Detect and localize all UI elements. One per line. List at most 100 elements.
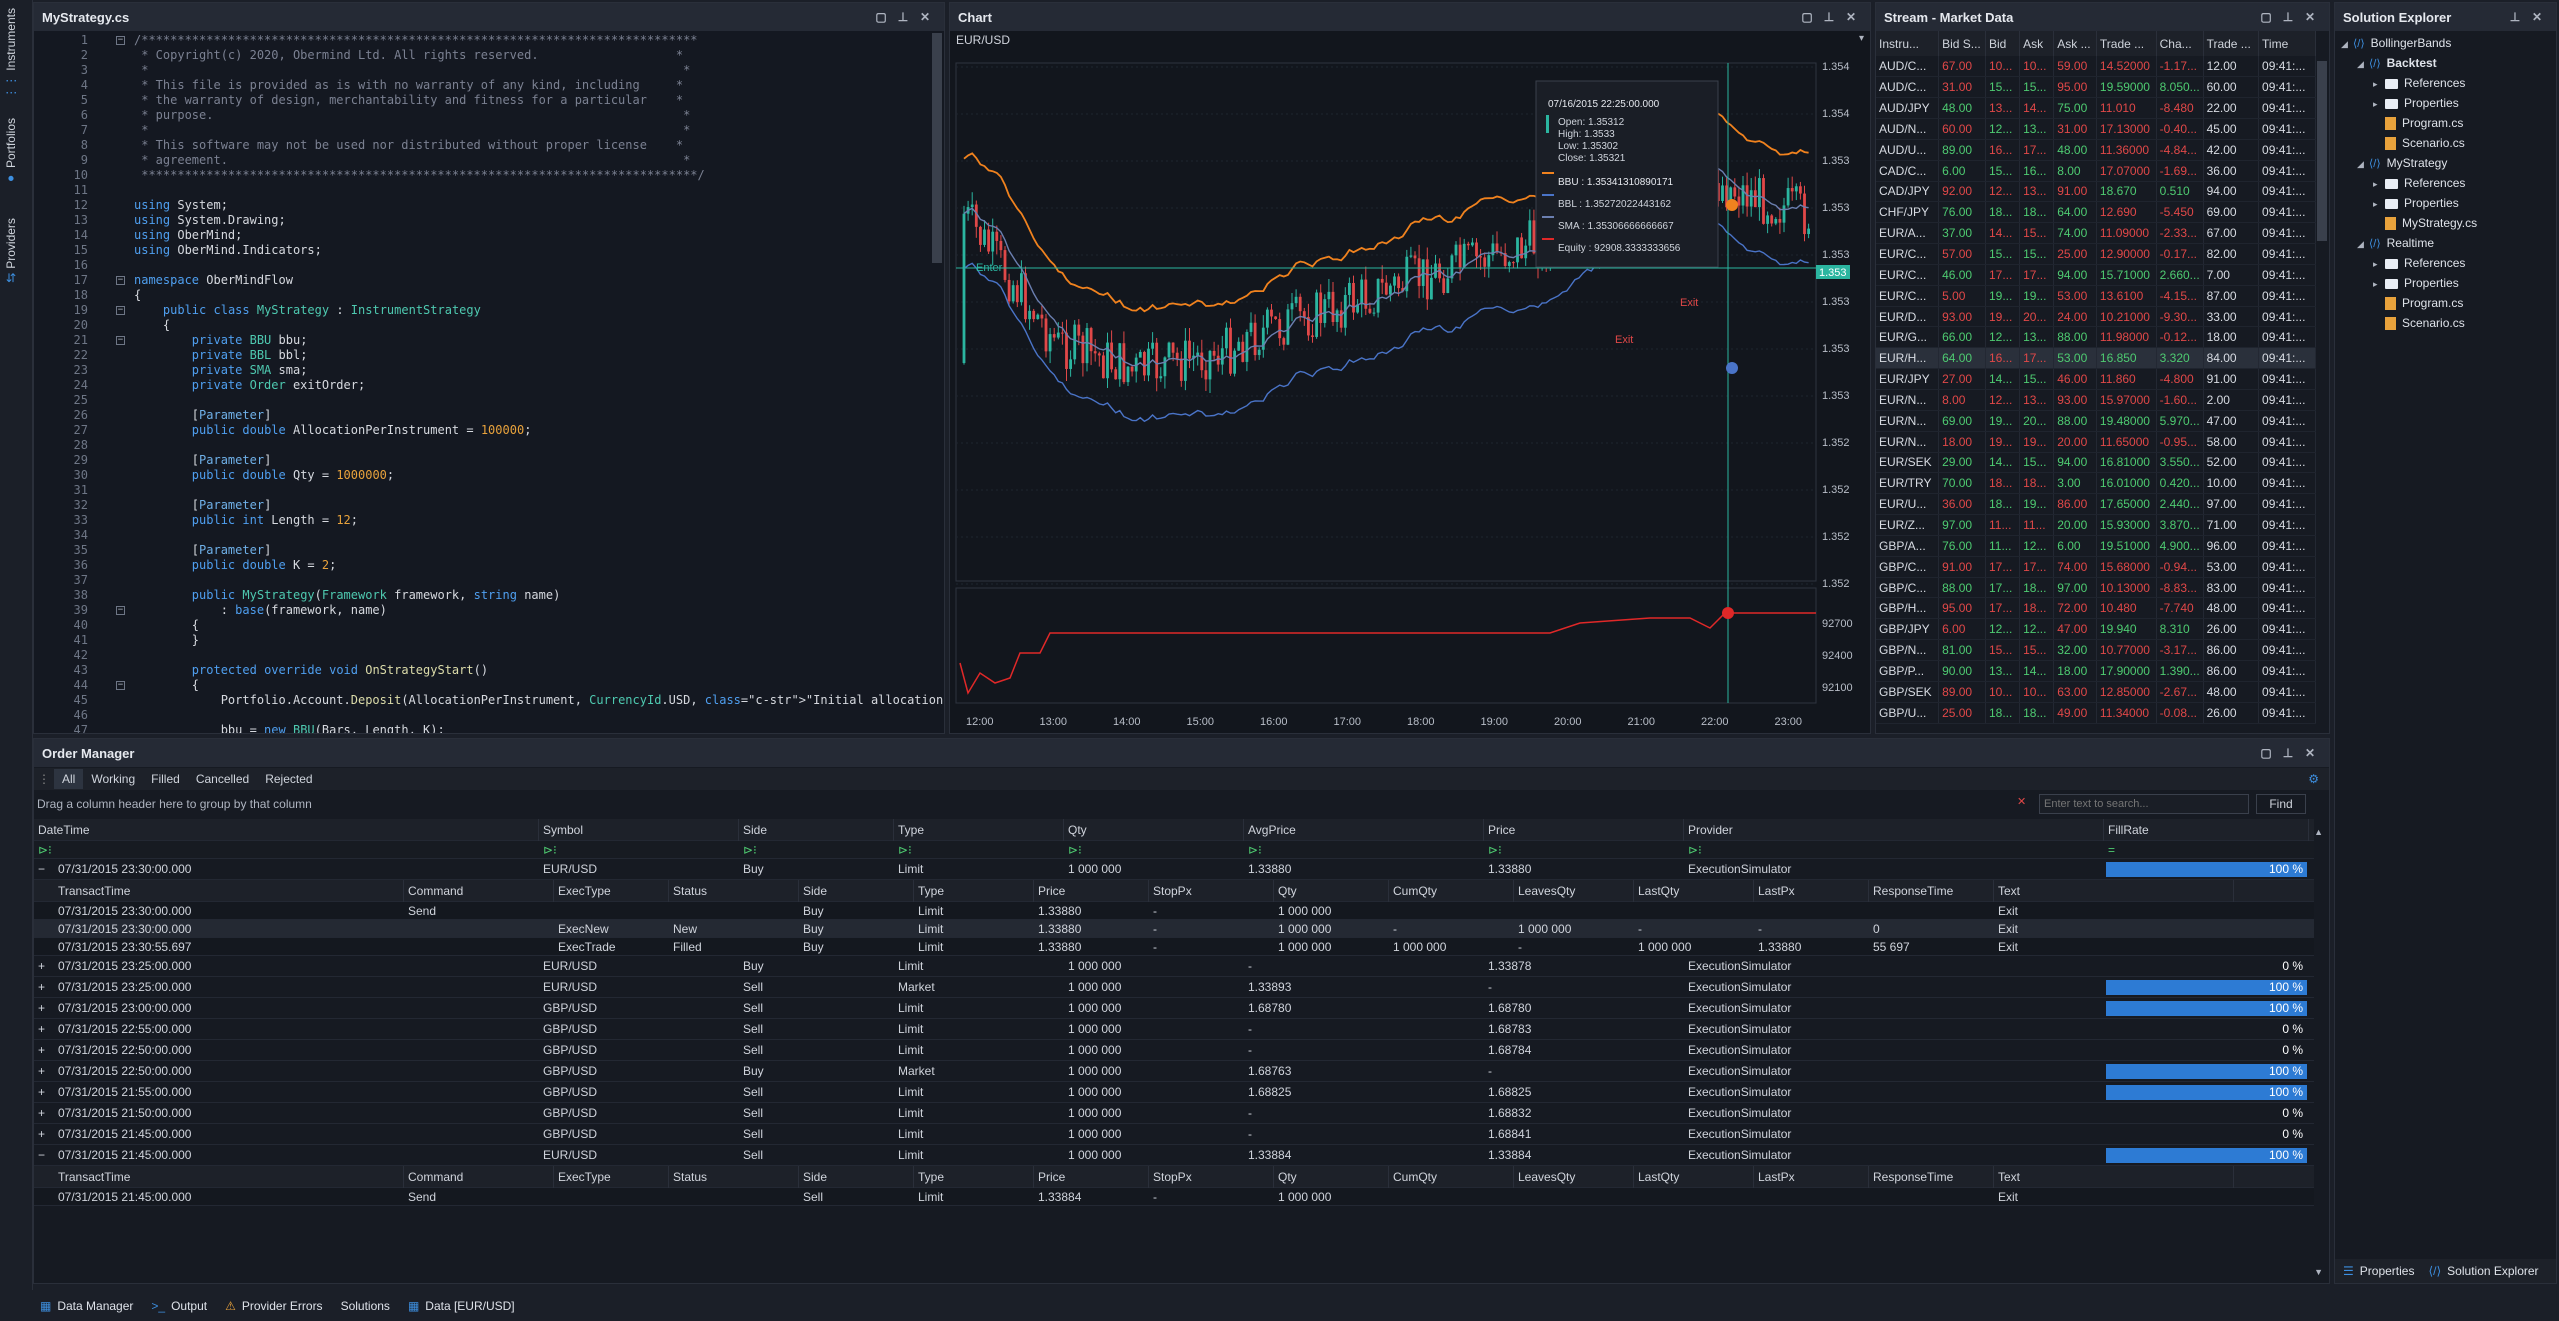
output-tab[interactable]: >_ Output xyxy=(151,1298,208,1313)
grid-row[interactable]: +07/31/2015 21:45:00.000 GBP/USD Sell Limit… xyxy=(34,1124,2314,1145)
column-header[interactable]: Provider xyxy=(1684,819,2104,841)
market-row[interactable]: GBP/C... 88.00 17... 18... 97.00 10.13000 -8.8… xyxy=(1876,577,2316,599)
clear-search-icon[interactable]: ✕ xyxy=(2017,796,2027,808)
data-manager-tab[interactable]: ▦ Data Manager xyxy=(40,1298,134,1313)
tree-item[interactable]: Scenario.cs xyxy=(2335,313,2556,333)
grid-row[interactable]: 07/31/2015 23:30:00.000 ExecNew New Buy Limi… xyxy=(34,920,2314,938)
maximize-icon[interactable]: ▢ xyxy=(2260,746,2272,760)
tree-item[interactable]: Program.cs xyxy=(2335,293,2556,313)
market-row[interactable]: AUD/C... 31.00 15... 15... 95.00 19.59000 8.05… xyxy=(1876,76,2316,99)
price-chart[interactable]: 1.354 1.354 1.353 1.353 1.353 1.353 1.353 1.353… xyxy=(950,53,1870,733)
column-header[interactable]: Cha... xyxy=(2156,31,2204,56)
market-row[interactable]: EUR/G... 66.00 12... 13... 88.00 11.98000 -0.1… xyxy=(1876,326,2316,349)
market-row[interactable]: EUR/H... 64.00 16... 17... 53.00 16.850 3.320 8… xyxy=(1876,347,2316,370)
tree-item[interactable]: ▸ References xyxy=(2335,253,2556,273)
chevron-icon[interactable]: ▸ xyxy=(2373,199,2378,209)
market-row[interactable]: GBP/U... 25.00 18... 18... 49.00 11.34000 -0.0… xyxy=(1876,702,2316,724)
orders-grid[interactable]: DateTime Symbol Side Type Qty AvgPrice Price Pr… xyxy=(34,819,2324,1263)
pin-icon[interactable]: ⊥ xyxy=(2282,10,2294,24)
provider-errors-tab[interactable]: ⚠ Provider Errors xyxy=(225,1298,323,1313)
grid-row[interactable]: TransactTime Command ExecType Status Side Typ… xyxy=(34,880,2314,902)
column-header[interactable]: Type xyxy=(894,819,1064,841)
close-icon[interactable]: ✕ xyxy=(2304,746,2316,760)
collapse-icon[interactable]: − xyxy=(38,1148,46,1162)
market-row[interactable]: CAD/JPY 92.00 12... 13... 91.00 18.670 0.510 94… xyxy=(1876,181,2316,203)
tab-working[interactable]: Working xyxy=(91,772,136,786)
column-header[interactable]: Symbol xyxy=(539,819,739,841)
market-row[interactable]: CAD/C... 6.00 15... 16... 8.00 17.07000 -1.69.… xyxy=(1876,160,2316,182)
market-scrollbar[interactable] xyxy=(2317,61,2327,241)
market-row[interactable]: EUR/JPY 27.00 14... 15... 46.00 11.860 -4.800 9… xyxy=(1876,368,2316,390)
column-header[interactable]: Trade ... xyxy=(2096,31,2157,56)
chevron-icon[interactable]: ▸ xyxy=(2373,99,2378,109)
column-header[interactable]: Trade ... xyxy=(2203,31,2260,56)
expand-icon[interactable]: + xyxy=(38,1127,46,1141)
column-header[interactable]: Bid S... xyxy=(1938,31,1986,56)
chevron-icon[interactable]: ▸ xyxy=(2373,259,2378,269)
tab-cancelled[interactable]: Cancelled xyxy=(195,772,250,786)
maximize-icon[interactable]: ▢ xyxy=(1801,10,1813,24)
market-row[interactable]: GBP/P... 90.00 13... 14... 18.00 17.90000 1.39… xyxy=(1876,660,2316,682)
scroll-down-icon[interactable]: ▼ xyxy=(2314,1267,2323,1277)
expand-icon[interactable]: + xyxy=(38,1001,46,1015)
market-row[interactable]: GBP/H... 95.00 17... 18... 72.00 10.480 -7.740… xyxy=(1876,597,2316,620)
pin-icon[interactable]: ⊥ xyxy=(1823,10,1835,24)
tree-item[interactable]: ▸ Properties xyxy=(2335,93,2556,113)
grid-row[interactable]: +07/31/2015 22:50:00.000 GBP/USD Buy Market… xyxy=(34,1061,2314,1082)
chevron-icon[interactable]: ▸ xyxy=(2373,79,2378,89)
market-row[interactable]: EUR/D... 93.00 19... 20... 24.00 10.21000 -9.3… xyxy=(1876,306,2316,328)
maximize-icon[interactable]: ▢ xyxy=(2260,10,2272,24)
column-header[interactable]: Side xyxy=(739,819,894,841)
chevron-icon[interactable]: ◢ xyxy=(2357,59,2364,69)
grid-row[interactable]: +07/31/2015 22:50:00.000 GBP/USD Sell Limit… xyxy=(34,1040,2314,1061)
grid-row[interactable]: +07/31/2015 23:25:00.000 EUR/USD Sell Marke… xyxy=(34,977,2314,998)
expand-icon[interactable]: + xyxy=(38,959,46,973)
market-row[interactable]: EUR/C... 5.00 19... 19... 53.00 13.6100 -4.15.… xyxy=(1876,285,2316,307)
grid-row[interactable]: +07/31/2015 23:25:00.000 EUR/USD Buy Limit 1… xyxy=(34,956,2314,977)
settings-gear-icon[interactable]: ⚙ xyxy=(2308,772,2319,786)
instruments-tab[interactable]: ⋮⋮ Instruments xyxy=(4,8,18,99)
fold-toggle-icon[interactable]: − xyxy=(116,275,125,285)
tree-item[interactable]: ▸ References xyxy=(2335,73,2556,93)
column-header[interactable]: Bid xyxy=(1985,31,2021,56)
expand-icon[interactable]: + xyxy=(38,1043,46,1057)
market-row[interactable]: EUR/A... 37.00 14... 15... 74.00 11.09000 -2.3… xyxy=(1876,222,2316,245)
market-row[interactable]: EUR/C... 46.00 17... 17... 94.00 15.71000 2.66… xyxy=(1876,264,2316,286)
data-eurusd-tab[interactable]: ▦ Data [EUR/USD] xyxy=(407,1298,515,1313)
column-header[interactable]: Time xyxy=(2258,31,2316,56)
solution-tree[interactable]: ◢ ⟨/⟩ BollingerBands ◢ ⟨/⟩ Backtest ▸ Reference… xyxy=(2335,31,2556,333)
grid-row[interactable]: DateTime Symbol Side Type Qty AvgPrice Price Pr… xyxy=(34,819,2314,841)
column-header[interactable]: Instru... xyxy=(1876,31,1940,56)
fold-toggle-icon[interactable]: − xyxy=(116,335,125,345)
chevron-icon[interactable]: ◢ xyxy=(2357,239,2364,249)
grid-row[interactable]: −07/31/2015 23:30:00.000 EUR/USD Buy Limit 1… xyxy=(34,859,2314,880)
market-data-table[interactable]: Instru... Bid S... Bid Ask Ask ... Trade ... C… xyxy=(1876,31,2316,724)
close-icon[interactable]: ✕ xyxy=(1845,10,1857,24)
market-row[interactable]: GBP/A... 76.00 11... 12... 6.00 19.51000 4.900… xyxy=(1876,535,2316,557)
market-row[interactable]: EUR/Z... 97.00 11... 11... 20.00 15.93000 3.87… xyxy=(1876,514,2316,536)
market-row[interactable]: GBP/C... 91.00 17... 17... 74.00 15.68000 -0.9… xyxy=(1876,556,2316,578)
fold-toggle-icon[interactable]: − xyxy=(116,305,125,315)
grid-row[interactable]: +07/31/2015 21:50:00.000 GBP/USD Sell Limit… xyxy=(34,1103,2314,1124)
grid-row[interactable]: +07/31/2015 21:55:00.000 GBP/USD Sell Limit… xyxy=(34,1082,2314,1103)
fold-toggle-icon[interactable]: − xyxy=(116,680,125,690)
tree-item[interactable]: MyStrategy.cs xyxy=(2335,213,2556,233)
market-row[interactable]: AUD/JPY 48.00 13... 14... 75.00 11.010 -8.480 2… xyxy=(1876,97,2316,120)
column-header[interactable]: DateTime xyxy=(34,819,539,841)
chevron-down-icon[interactable]: ▾ xyxy=(1858,33,1864,44)
expand-icon[interactable]: + xyxy=(38,1085,46,1099)
market-row[interactable]: GBP/SEK 89.00 10... 10... 63.00 12.85000 -2.67… xyxy=(1876,681,2316,703)
tree-item[interactable]: Scenario.cs xyxy=(2335,133,2556,153)
grid-row[interactable]: +07/31/2015 22:55:00.000 GBP/USD Sell Limit… xyxy=(34,1019,2314,1040)
close-icon[interactable]: ✕ xyxy=(2304,10,2316,24)
market-row[interactable]: CHF/JPY 76.00 18... 18... 64.00 12.690 -5.450 6… xyxy=(1876,201,2316,224)
column-header[interactable]: AvgPrice xyxy=(1244,819,1484,841)
tree-item[interactable]: ◢ ⟨/⟩ Backtest xyxy=(2335,53,2556,73)
tree-item[interactable]: ◢ ⟨/⟩ Realtime xyxy=(2335,233,2556,253)
pin-icon[interactable]: ⊥ xyxy=(2282,746,2294,760)
market-row[interactable]: GBP/N... 81.00 15... 15... 32.00 10.77000 -3.1… xyxy=(1876,639,2316,661)
column-header[interactable]: Qty xyxy=(1064,819,1244,841)
scroll-up-icon[interactable]: ▲ xyxy=(2314,827,2323,837)
search-input[interactable] xyxy=(2039,794,2249,814)
expand-icon[interactable]: + xyxy=(38,980,46,994)
